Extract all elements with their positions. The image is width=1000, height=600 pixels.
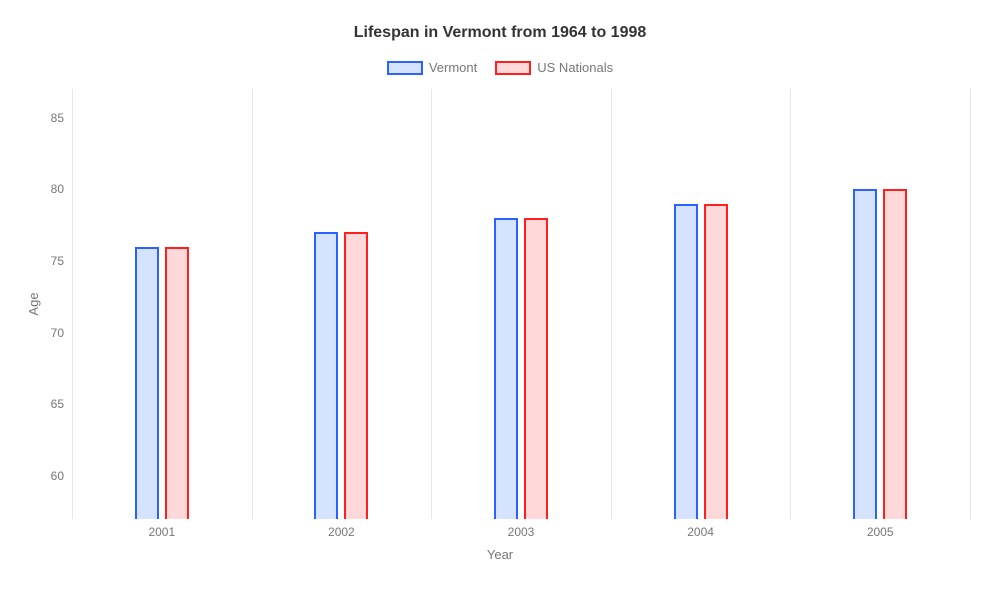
x-tick: 2004 bbox=[687, 525, 714, 539]
bar-vermont bbox=[135, 247, 159, 519]
bar-us bbox=[524, 218, 548, 519]
legend-label-vermont: Vermont bbox=[429, 60, 477, 75]
gridline bbox=[790, 89, 791, 519]
legend-label-us: US Nationals bbox=[537, 60, 613, 75]
gridline bbox=[72, 89, 73, 519]
y-tick: 60 bbox=[51, 469, 64, 483]
bar-us bbox=[344, 232, 368, 519]
bar-group bbox=[853, 89, 907, 519]
bar-vermont bbox=[674, 204, 698, 519]
y-tick: 65 bbox=[51, 397, 64, 411]
gridline bbox=[431, 89, 432, 519]
bar-us bbox=[883, 189, 907, 519]
legend-swatch-vermont bbox=[387, 61, 423, 75]
bars-layer bbox=[72, 89, 970, 519]
x-axis-ticks: 2001 2002 2003 2004 2005 bbox=[72, 519, 970, 543]
bar-vermont bbox=[314, 232, 338, 519]
bar-group bbox=[314, 89, 368, 519]
bar-us bbox=[165, 247, 189, 519]
bar-group bbox=[494, 89, 548, 519]
plot-area bbox=[72, 89, 970, 519]
y-tick: 80 bbox=[51, 182, 64, 196]
gridline bbox=[611, 89, 612, 519]
bar-vermont bbox=[853, 189, 877, 519]
plot-outer: Age 858075706560 bbox=[30, 89, 970, 519]
legend-item-us: US Nationals bbox=[495, 60, 613, 75]
y-tick: 70 bbox=[51, 326, 64, 340]
bar-group bbox=[135, 89, 189, 519]
legend-item-vermont: Vermont bbox=[387, 60, 477, 75]
x-tick: 2003 bbox=[508, 525, 535, 539]
chart-title: Lifespan in Vermont from 1964 to 1998 bbox=[30, 24, 970, 42]
legend-swatch-us bbox=[495, 61, 531, 75]
x-tick: 2001 bbox=[148, 525, 175, 539]
bar-group bbox=[674, 89, 728, 519]
legend: Vermont US Nationals bbox=[30, 60, 970, 75]
y-axis-ticks: 85 80 75 70 65 60 bbox=[30, 89, 72, 519]
y-tick: 75 bbox=[51, 254, 64, 268]
x-tick: 2002 bbox=[328, 525, 355, 539]
chart-container: Lifespan in Vermont from 1964 to 1998 Ve… bbox=[0, 0, 1000, 600]
y-tick: 85 bbox=[51, 111, 64, 125]
bar-vermont bbox=[494, 218, 518, 519]
gridline bbox=[970, 89, 971, 519]
gridline bbox=[252, 89, 253, 519]
bar-us bbox=[704, 204, 728, 519]
x-tick: 2005 bbox=[867, 525, 894, 539]
x-axis-label: Year bbox=[30, 547, 970, 562]
